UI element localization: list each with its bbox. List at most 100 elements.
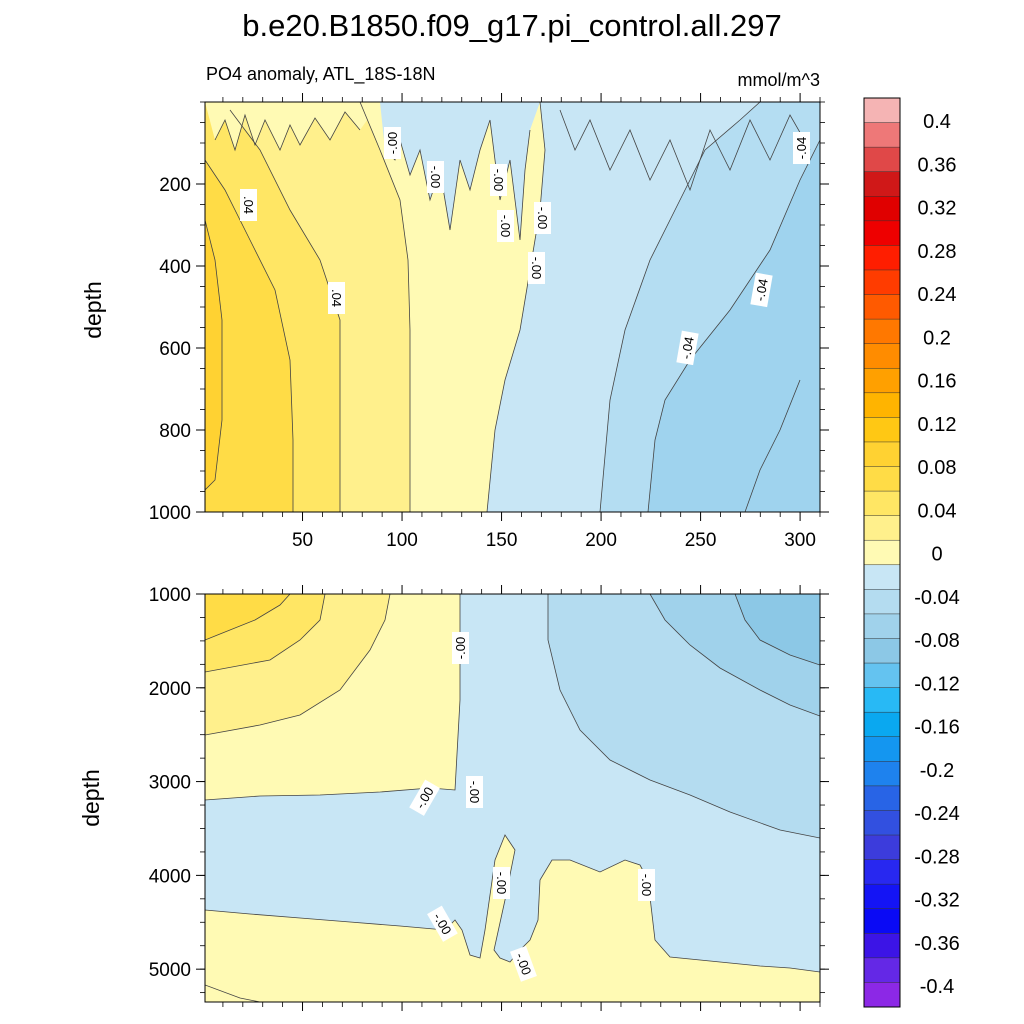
colorbar-swatch	[864, 98, 900, 124]
colorbar-swatch	[864, 957, 900, 983]
contour-label: -.00	[639, 874, 654, 896]
upper-y-axis-label: depth	[80, 281, 106, 339]
colorbar-swatch	[864, 171, 900, 197]
colorbar-swatch	[864, 564, 900, 590]
colorbar-label: -0.36	[914, 933, 960, 955]
colorbar-label: -0.04	[914, 587, 960, 609]
colorbar-swatch	[864, 245, 900, 271]
colorbar-label: -0.2	[920, 760, 954, 782]
colorbar-label: -0.4	[920, 976, 954, 998]
contour-label: -.04	[678, 336, 697, 361]
colorbar-swatch	[864, 417, 900, 443]
x-tick-label: 200	[585, 530, 617, 551]
colorbar-swatch	[864, 491, 900, 517]
y-tick-label: 1000	[149, 585, 191, 606]
colorbar-swatch	[864, 589, 900, 615]
colorbar-swatch	[864, 368, 900, 394]
y-tick-label: 3000	[149, 773, 191, 794]
x-tick-label: 300	[784, 530, 816, 551]
contour-label: -.00	[428, 166, 443, 188]
lower-panel-fill	[205, 594, 820, 1002]
colorbar-swatch	[864, 392, 900, 418]
y-tick-label: 5000	[149, 960, 191, 981]
colorbar-swatch	[864, 196, 900, 222]
colorbar-swatch	[864, 147, 900, 173]
x-tick-label: 100	[386, 530, 418, 551]
lower-contour-labels: -.00 -.00 -.00 -.00 -.00 -.00 -.00	[409, 632, 655, 982]
y-tick-label: 1000	[149, 503, 191, 524]
lower-band-yellow-3	[205, 594, 290, 640]
upper-x-ticks: 50 100 150 200 250 300	[222, 93, 821, 551]
colorbar-swatch	[864, 736, 900, 762]
colorbar-swatch	[864, 319, 900, 345]
colorbar-swatch	[864, 269, 900, 296]
colorbar-swatch	[864, 220, 900, 246]
colorbar-label: 0.32	[918, 198, 957, 220]
colorbar-swatch	[864, 908, 900, 934]
upper-band-yellow-3	[205, 160, 293, 512]
colorbar	[863, 97, 901, 1008]
upper-panel: -.00 -.00 -.00 -.00 -.00 -.00 -.04 .04 .…	[80, 93, 829, 551]
contour-label: -.04	[794, 137, 809, 159]
contour-label: -.00	[491, 169, 506, 191]
colorbar-swatch	[864, 515, 900, 541]
colorbar-frame	[863, 97, 901, 1008]
colorbar-label: 0	[931, 544, 942, 566]
lower-y-axis-label: depth	[78, 769, 104, 827]
colorbar-label: 0.12	[918, 414, 957, 436]
lower-band-deepest-blue	[735, 594, 820, 665]
colorbar-swatch	[864, 785, 900, 811]
colorbar-label: 0.2	[923, 327, 951, 349]
colorbar-swatch	[864, 859, 900, 885]
contour-label: -.00	[513, 951, 535, 977]
colorbar-label: -0.28	[914, 846, 960, 868]
colorbar-swatch	[864, 343, 900, 369]
colorbar-swatch	[864, 613, 900, 639]
upper-contour-labels: -.00 -.00 -.00 -.00 -.00 -.00 -.04 .04 .…	[240, 127, 810, 366]
colorbar-swatch	[864, 933, 900, 959]
colorbar-label: 0.04	[918, 500, 957, 522]
colorbar-swatch	[864, 884, 900, 910]
y-tick-label: 2000	[149, 679, 191, 700]
contour-label: -.00	[529, 257, 544, 279]
upper-panel-fill	[205, 102, 820, 512]
upper-surface-noise-blue	[380, 102, 540, 240]
lower-panel: -.00 -.00 -.00 -.00 -.00 -.00 -.00 depth…	[78, 585, 829, 1011]
colorbar-label: 0.36	[918, 154, 957, 176]
colorbar-swatch	[864, 441, 900, 468]
chart-title: b.e20.B1850.f09_g17.pi_control.all.297	[242, 8, 782, 43]
colorbar-label: 0.08	[918, 457, 957, 479]
colorbar-swatch	[864, 663, 900, 689]
colorbar-swatch	[864, 810, 900, 836]
contour-label: .04	[329, 289, 344, 307]
x-tick-label: 250	[685, 530, 717, 551]
colorbar-label: 0.28	[918, 241, 957, 263]
colorbar-label: -0.16	[914, 717, 960, 739]
contour-label: -.00	[385, 132, 400, 154]
colorbar-labels: 0.4 0.36 0.32 0.28 0.24 0.2 0.16 0.12 0.08 0.04 0 -…	[914, 111, 960, 998]
x-tick-label: 150	[486, 530, 518, 551]
contour-label: -.04	[752, 278, 771, 303]
colorbar-label: -0.08	[914, 630, 960, 652]
colorbar-label: -0.12	[914, 673, 960, 695]
upper-contours	[205, 102, 820, 512]
contour-label: -.00	[494, 872, 509, 894]
colorbar-swatch	[864, 294, 900, 320]
colorbar-swatch	[864, 835, 900, 861]
x-tick-label: 50	[292, 530, 313, 551]
lower-plot-frame	[204, 593, 821, 1003]
contour-label: -.00	[453, 637, 468, 659]
upper-band-yellow-4	[205, 220, 222, 490]
lower-x-ticks	[222, 585, 821, 1011]
colorbar-swatch	[864, 761, 900, 787]
colorbar-label: 0.4	[923, 111, 951, 133]
units-label: mmol/m^3	[738, 70, 820, 90]
contour-label: -.00	[467, 781, 482, 803]
y-tick-label: 400	[159, 257, 191, 278]
colorbar-label: -0.24	[914, 803, 960, 825]
colorbar-swatch	[864, 540, 900, 566]
chart-subtitle: PO4 anomaly, ATL_18S-18N	[206, 64, 435, 85]
upper-y-ticks: 200 400 600 800 1000	[149, 101, 829, 524]
contour-label: -.00	[498, 215, 513, 237]
